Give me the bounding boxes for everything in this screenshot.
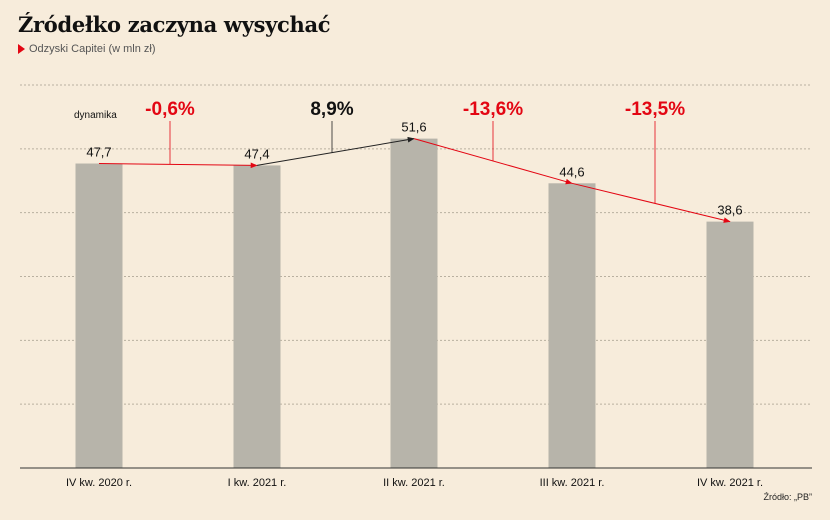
value-label: 44,6	[559, 164, 584, 179]
value-label: 47,7	[86, 145, 111, 160]
change-label: -13,6%	[463, 99, 523, 120]
x-tick-label: III kw. 2021 r.	[540, 477, 605, 489]
change-label: 8,9%	[310, 99, 353, 120]
value-label: 38,6	[717, 203, 742, 218]
bar-5	[706, 221, 754, 468]
bar-3	[390, 138, 438, 468]
value-label: 51,6	[401, 120, 426, 135]
x-tick-label: II kw. 2021 r.	[383, 477, 445, 489]
change-arrow	[256, 136, 415, 166]
x-tick-label: IV kw. 2020 r.	[66, 477, 132, 489]
subtitle-text: Odzyski Capitei (w mln zł)	[29, 43, 156, 55]
triangle-marker-icon	[18, 44, 25, 54]
bar-2	[233, 165, 281, 468]
change-arrow	[571, 182, 731, 223]
bar-1	[75, 163, 123, 468]
dynamics-label: dynamika	[74, 110, 117, 121]
value-label: 47,4	[244, 146, 269, 161]
change-label: -0,6%	[145, 99, 195, 120]
x-tick-label: IV kw. 2021 r.	[697, 477, 763, 489]
change-label: -13,5%	[625, 99, 685, 120]
x-tick-label: I kw. 2021 r.	[228, 477, 287, 489]
change-arrow	[98, 162, 258, 169]
chart-subtitle: Odzyski Capitei (w mln zł)	[18, 43, 156, 55]
source-note: Źródło: „PB”	[763, 492, 812, 502]
chart-title: Źródełko zaczyna wysychać	[18, 12, 331, 37]
bar-4	[548, 183, 596, 468]
